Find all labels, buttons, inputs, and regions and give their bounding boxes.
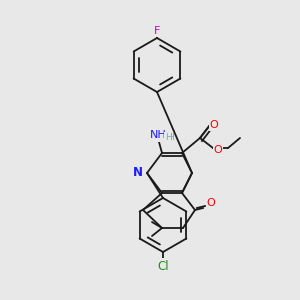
Text: Cl: Cl <box>157 260 169 272</box>
Text: F: F <box>154 26 160 36</box>
Text: O: O <box>214 145 222 155</box>
Text: N: N <box>133 167 143 179</box>
Text: NH: NH <box>150 130 166 140</box>
Text: H: H <box>167 134 173 142</box>
Text: NH: NH <box>148 130 165 140</box>
Text: O: O <box>210 120 218 130</box>
Text: H: H <box>165 133 171 142</box>
Text: O: O <box>207 198 215 208</box>
